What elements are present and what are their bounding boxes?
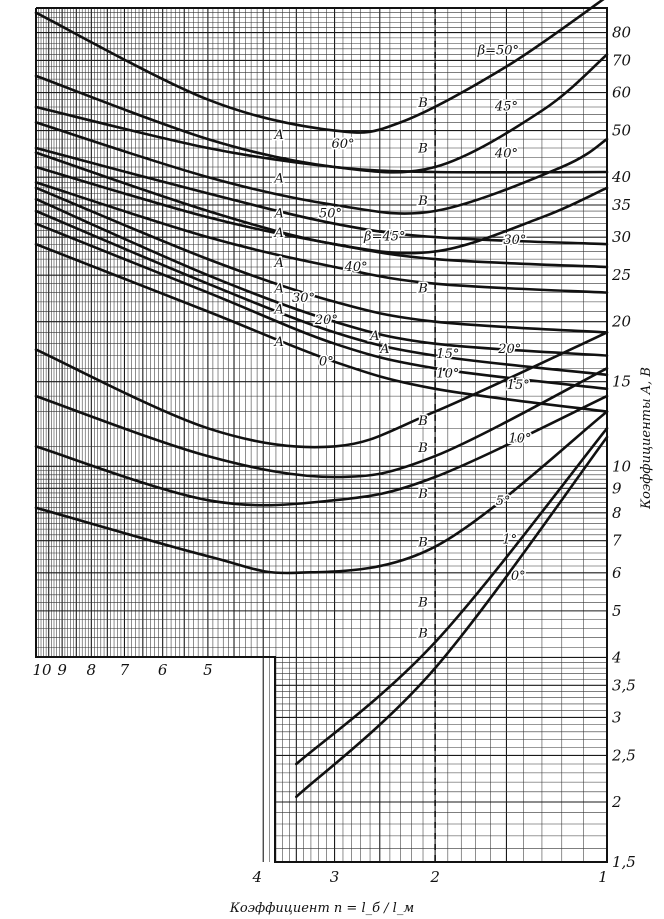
curve-angle-label: 0° bbox=[319, 355, 334, 370]
x-tick-label: 10 bbox=[32, 661, 52, 679]
curve-a-30deg bbox=[34, 186, 609, 334]
y-tick-label: 4 bbox=[611, 648, 622, 666]
curve-family-label: B bbox=[417, 487, 428, 502]
curve-a-45deg bbox=[34, 165, 609, 269]
y-tick-label: 3 bbox=[612, 708, 622, 726]
curve-a-60deg bbox=[34, 105, 609, 174]
curve-family-label: B bbox=[417, 441, 428, 456]
curve-angle-label: 30° bbox=[292, 291, 315, 306]
x-tick-label: 6 bbox=[158, 661, 168, 679]
y-tick-label: 80 bbox=[612, 24, 632, 42]
curve-a-50deg bbox=[34, 146, 609, 246]
y-tick-label: 70 bbox=[612, 51, 632, 69]
curve-angle-label: 50° bbox=[319, 206, 342, 221]
x-tick-label: 5 bbox=[203, 661, 213, 679]
curve-angle-label: 20° bbox=[314, 313, 338, 328]
y-tick-label: 30 bbox=[612, 228, 632, 246]
curve-a-0deg bbox=[34, 242, 609, 413]
curve-family-label: B bbox=[417, 596, 428, 611]
curve-family-label: A bbox=[274, 256, 284, 271]
curve-angle-label: 45° bbox=[494, 100, 518, 115]
curve-angle-label: 5° bbox=[496, 494, 511, 509]
curve-a-20deg bbox=[34, 197, 609, 357]
x-tick-label: 3 bbox=[330, 868, 340, 886]
curve-b-45deg bbox=[34, 53, 609, 174]
y-tick-label: 1,5 bbox=[612, 853, 636, 871]
curve-b-0deg bbox=[295, 435, 609, 799]
curve-angle-label: 60° bbox=[331, 137, 354, 152]
y-tick-label: 2 bbox=[611, 793, 622, 811]
curve-family-label: B bbox=[417, 194, 428, 209]
y-tick-label: 25 bbox=[611, 266, 631, 284]
x-axis-label: Коэффициент n = l_б / l_м bbox=[229, 901, 414, 916]
chart-curve-labels: β=50° 45° 40° 30° 60° 50° β=45° 40° 30° 20° 15° 10°… bbox=[272, 42, 533, 643]
x-tick-label: 1 bbox=[598, 868, 608, 886]
curve-angle-label: 15° bbox=[436, 347, 459, 362]
curve-b-50deg bbox=[34, 0, 605, 134]
y-tick-label: 7 bbox=[612, 532, 622, 550]
curve-b-20deg bbox=[34, 331, 609, 449]
curve-a-10deg bbox=[34, 222, 609, 391]
curve-b-40deg bbox=[34, 121, 609, 215]
x-tick-label: 8 bbox=[87, 661, 97, 679]
curve-angle-label: β=45° bbox=[363, 230, 405, 245]
y-tick-label: 15 bbox=[612, 373, 631, 391]
y-tick-label: 9 bbox=[612, 479, 622, 497]
y-tick-label: 40 bbox=[611, 168, 632, 186]
y-tick-label: 60 bbox=[612, 84, 632, 102]
curve-family-label: A bbox=[274, 282, 284, 297]
curve-angle-label: 40° bbox=[494, 146, 518, 161]
curve-family-label: A bbox=[379, 342, 389, 357]
curve-family-label: A bbox=[274, 206, 284, 221]
y-axis-tick-labels: 1,5 2 2,5 3 3,5 4 5 6 7 8 9 10 15 20 25 30 35 40 50 60 70 80 bbox=[611, 24, 636, 871]
curve-b-1deg bbox=[295, 427, 609, 766]
y-tick-label: 50 bbox=[612, 122, 632, 140]
chart-curves bbox=[34, 0, 609, 799]
curve-family-label: A bbox=[274, 171, 284, 186]
curve-angle-label: 15° bbox=[507, 378, 530, 393]
x-tick-label: 2 bbox=[429, 868, 440, 886]
x-tick-label: 4 bbox=[251, 868, 262, 886]
x-tick-label: 9 bbox=[57, 661, 67, 679]
chart-grid bbox=[35, 7, 608, 863]
curve-family-label: A bbox=[274, 335, 284, 350]
y-tick-label: 35 bbox=[612, 196, 631, 214]
curve-angle-label: 0° bbox=[511, 569, 526, 584]
y-tick-label: 8 bbox=[612, 504, 622, 522]
curve-angle-label: 20° bbox=[497, 342, 521, 357]
curve-family-label: B bbox=[417, 96, 428, 111]
curve-b-10deg bbox=[34, 394, 609, 507]
curve-angle-label: 10° bbox=[509, 432, 532, 447]
y-tick-label: 10 bbox=[612, 457, 632, 475]
curve-angle-label: β=50° bbox=[477, 44, 519, 59]
curve-angle-label: 40° bbox=[344, 260, 368, 275]
y-tick-label: 3,5 bbox=[612, 676, 636, 694]
x-axis-tick-labels: 10 9 8 7 6 5 4 3 2 1 bbox=[32, 661, 607, 886]
y-tick-label: 20 bbox=[611, 313, 632, 331]
y-tick-label: 6 bbox=[612, 564, 622, 582]
curve-a-40deg bbox=[34, 181, 609, 294]
curve-family-label: A bbox=[274, 303, 284, 318]
curve-family-label: B bbox=[417, 627, 428, 642]
x-tick-label: 7 bbox=[120, 661, 130, 679]
curve-family-label: A bbox=[274, 128, 284, 143]
y-axis-label: Коэффициенты A, B bbox=[639, 367, 654, 510]
curve-angle-label: 30° bbox=[503, 233, 526, 248]
chart-frame bbox=[35, 7, 608, 863]
curve-family-label: B bbox=[417, 142, 428, 157]
curve-b-5deg bbox=[34, 410, 609, 575]
curve-family-label: B bbox=[417, 282, 428, 297]
y-tick-label: 5 bbox=[612, 602, 622, 620]
curve-family-label: B bbox=[417, 536, 428, 551]
curve-a-15deg bbox=[34, 209, 609, 377]
curve-family-label: A bbox=[369, 329, 379, 344]
curve-family-label: A bbox=[274, 226, 284, 241]
curve-b-15deg bbox=[34, 367, 609, 479]
curve-angle-label: 1° bbox=[502, 533, 517, 548]
y-tick-label: 2,5 bbox=[611, 746, 636, 764]
curve-angle-label: 10° bbox=[436, 367, 459, 382]
curve-family-label: B bbox=[417, 414, 428, 429]
